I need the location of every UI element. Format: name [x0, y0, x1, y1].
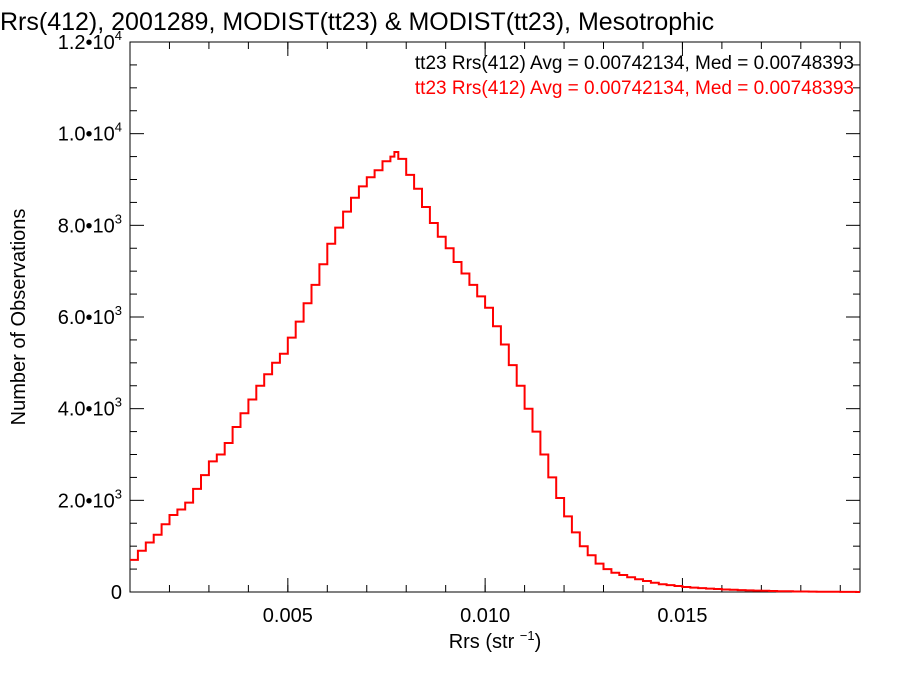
y-tick-label: 1.0•104: [58, 120, 122, 146]
y-tick-label: 0: [111, 582, 122, 604]
y-tick-mantissa: 2.0•10: [58, 490, 115, 512]
y-tick-label: 1.2•104: [58, 28, 122, 54]
y-tick-mantissa: 4.0•10: [58, 399, 115, 421]
y-tick-label: 6.0•103: [58, 303, 122, 329]
y-tick-mantissa: 1.0•10: [58, 124, 115, 146]
y-axis-label: Number of Observations: [8, 209, 30, 426]
y-tick-exponent: 3: [115, 303, 122, 318]
x-tick-label: 0.015: [657, 605, 707, 627]
y-tick-mantissa: 0: [111, 582, 122, 604]
y-tick-label: 4.0•103: [58, 395, 122, 421]
legend: tt23 Rrs(412) Avg = 0.00742134, Med = 0.…: [415, 53, 854, 99]
y-tick-mantissa: 1.2•10: [58, 32, 115, 54]
y-tick-exponent: 3: [115, 486, 122, 501]
y-tick-label: 8.0•103: [58, 211, 122, 237]
chart-title: Rrs(412), 2001289, MODIST(tt23) & MODIST…: [0, 8, 714, 36]
y-tick-exponent: 4: [115, 120, 122, 135]
x-axis-label: Rrs (str −1): [449, 628, 542, 653]
axis-ticks: [129, 41, 860, 593]
x-tick-labels: 0.005 0.010 0.015: [263, 605, 708, 627]
y-tick-mantissa: 6.0•10: [58, 307, 115, 329]
x-axis-label-suffix: ): [535, 631, 542, 653]
x-axis-label-exponent: −1: [520, 628, 535, 643]
y-tick-exponent: 3: [115, 395, 122, 410]
series-line: [130, 151, 860, 593]
y-tick-label: 2.0•103: [58, 486, 122, 512]
legend-entry: tt23 Rrs(412) Avg = 0.00742134, Med = 0.…: [415, 78, 854, 99]
y-tick-labels: 02.0•1034.0•1036.0•1038.0•1031.0•1041.2•…: [58, 28, 122, 604]
y-tick-exponent: 3: [115, 211, 122, 226]
y-tick-exponent: 4: [115, 28, 122, 43]
x-tick-label: 0.005: [263, 605, 313, 627]
x-axis-label-text: Rrs (str: [449, 631, 515, 653]
x-tick-label: 0.010: [460, 605, 510, 627]
plot-frame: [129, 41, 861, 593]
legend-entry: tt23 Rrs(412) Avg = 0.00742134, Med = 0.…: [415, 53, 854, 74]
y-tick-mantissa: 8.0•10: [58, 215, 115, 237]
